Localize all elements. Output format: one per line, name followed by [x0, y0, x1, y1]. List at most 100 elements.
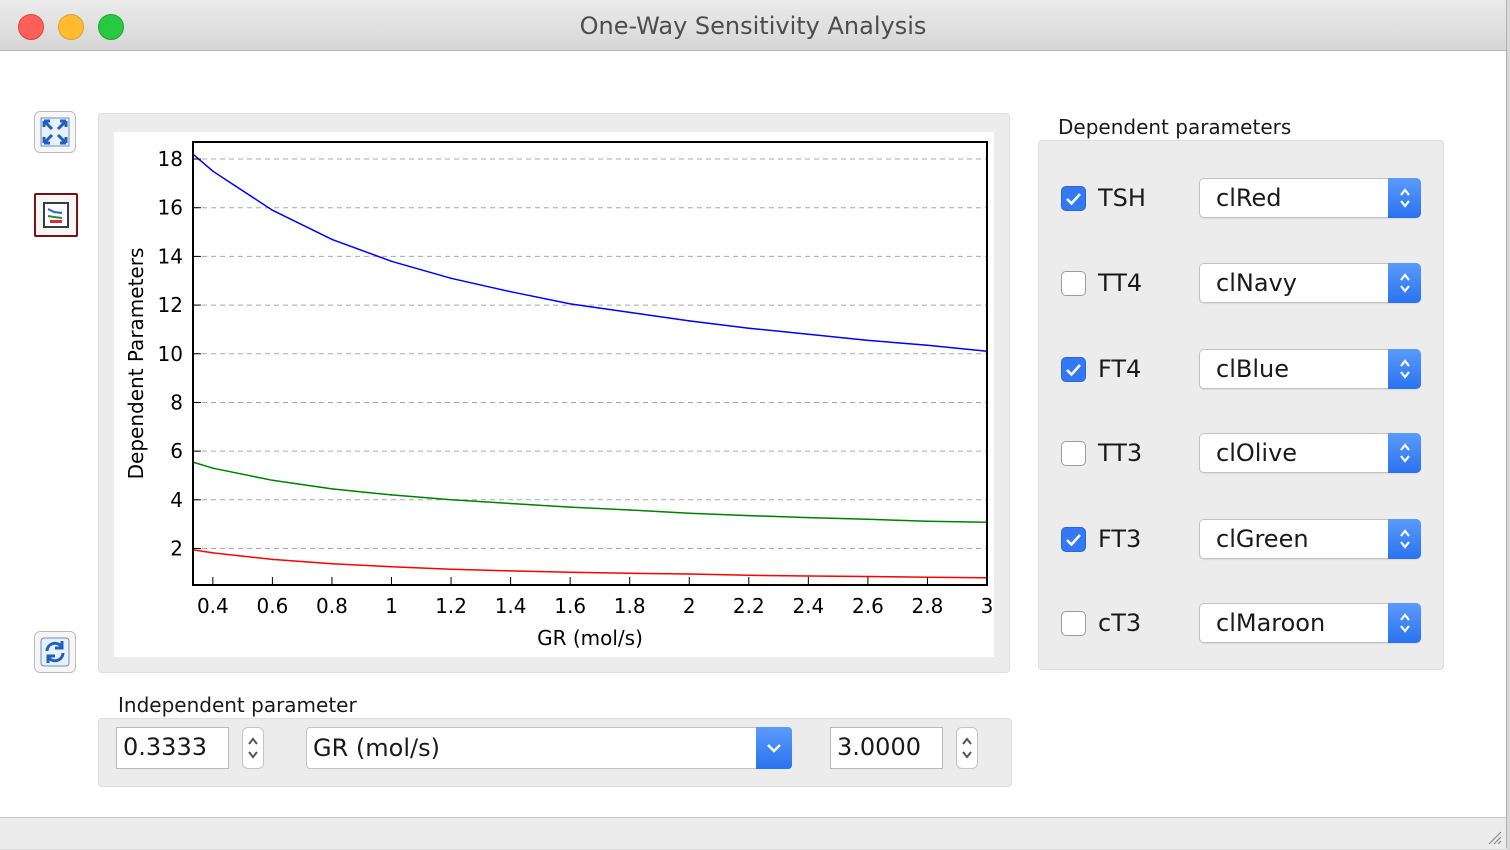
expand-chart-button[interactable]: [34, 111, 76, 153]
data-point: [271, 209, 274, 211]
checkmark-icon: [1066, 192, 1081, 205]
tt4-label: TT4: [1098, 269, 1143, 297]
x-tick-label: 2.6: [852, 594, 884, 618]
data-point: [331, 488, 333, 490]
y-tick-label: 16: [158, 196, 183, 220]
data-point: [331, 238, 333, 241]
data-point: [331, 563, 333, 565]
close-window-button[interactable]: [18, 14, 44, 40]
x-tick-label: 0.4: [197, 594, 229, 618]
data-point: [867, 339, 869, 342]
x-tick-label: 1.6: [554, 594, 586, 618]
y-tick-label: 10: [158, 342, 183, 366]
data-point: [807, 516, 810, 519]
tt3-label: TT3: [1098, 439, 1143, 467]
y-axis-label: Dependent Parameters: [124, 248, 148, 480]
independent-parameter-value: GR (mol/s): [313, 734, 440, 762]
checkmark-icon: [1066, 533, 1081, 546]
ft3-color-select[interactable]: clGreen: [1199, 519, 1421, 559]
min-value-stepper[interactable]: [242, 727, 264, 769]
checkmark-icon: [1066, 363, 1081, 376]
x-tick-label: 1.4: [495, 594, 527, 618]
title-bar: One-Way Sensitivity Analysis: [0, 0, 1506, 51]
data-point: [748, 514, 750, 517]
zoom-window-button[interactable]: [98, 14, 124, 40]
x-tick-label: 1.2: [435, 594, 467, 618]
ft4-color-select[interactable]: clBlue: [1199, 349, 1421, 389]
max-value-field[interactable]: 3.0000: [830, 727, 943, 769]
updown-chevron-icon: [1388, 519, 1421, 559]
updown-chevron-icon: [1388, 603, 1421, 643]
tt3-color-value: clOlive: [1216, 439, 1298, 467]
data-point: [212, 170, 214, 173]
chart-style-button[interactable]: [34, 193, 78, 237]
plot-frame: [192, 141, 988, 586]
updown-chevron-icon: [1388, 433, 1421, 473]
updown-chevron-icon: [1388, 349, 1421, 389]
min-value-field[interactable]: 0.3333: [116, 727, 229, 769]
refresh-button[interactable]: [34, 631, 76, 673]
dependent-row-ft3: FT3 clGreen: [1039, 519, 1443, 561]
tsh-color-select[interactable]: clRed: [1199, 178, 1421, 218]
data-point: [390, 494, 393, 496]
ft4-color-value: clBlue: [1216, 355, 1289, 383]
data-point: [926, 344, 929, 347]
updown-chevron-icon: [1388, 178, 1421, 218]
data-point: [450, 277, 452, 280]
dependent-parameters-label: Dependent parameters: [1058, 115, 1292, 139]
chevron-down-icon: [756, 727, 792, 769]
data-point: [271, 479, 274, 482]
x-axis-label: GR (mol/s): [537, 626, 643, 650]
tsh-checkbox[interactable]: [1061, 186, 1086, 211]
minimize-window-button[interactable]: [58, 14, 84, 40]
series-line-1: [192, 153, 988, 353]
independent-parameter-select[interactable]: GR (mol/s): [306, 727, 792, 769]
chart-area[interactable]: 2 4 6 8 10 12 14 16 18 0.4 0.6 0.8 1 1.2 1.4 1.6 1.8 2 2.…: [114, 132, 994, 657]
stepper-arrows-icon: [248, 737, 258, 759]
tsh-color-value: clRed: [1216, 184, 1282, 212]
data-point: [688, 512, 691, 514]
data-point: [212, 467, 214, 469]
y-tick-label: 2: [170, 536, 183, 560]
tt4-color-select[interactable]: clNavy: [1199, 263, 1421, 303]
max-value-stepper[interactable]: [956, 727, 978, 769]
data-point: [509, 570, 512, 572]
data-point: [390, 260, 393, 263]
ct3-checkbox[interactable]: [1061, 611, 1086, 636]
expand-arrows-icon: [40, 117, 70, 147]
ct3-color-value: clMaroon: [1216, 609, 1326, 637]
updown-chevron-icon: [1388, 263, 1421, 303]
ft3-label: FT3: [1098, 525, 1142, 553]
dependent-row-tt4: TT4 clNavy: [1039, 263, 1443, 305]
data-point: [628, 572, 631, 575]
data-point: [628, 311, 631, 314]
x-tick-label: 2.8: [912, 594, 944, 618]
chart-panel: 2 4 6 8 10 12 14 16 18 0.4 0.6 0.8 1 1.2 1.4 1.6 1.8 2 2.…: [98, 113, 1010, 673]
status-bar: [0, 817, 1506, 849]
chart-icon: [43, 202, 69, 228]
ft4-checkbox[interactable]: [1061, 357, 1086, 382]
data-point: [212, 552, 214, 554]
x-tick-label: 2: [683, 594, 696, 618]
tt3-color-select[interactable]: clOlive: [1199, 433, 1421, 473]
data-point: [926, 520, 929, 523]
data-point: [450, 499, 452, 501]
x-tick-label: 1: [385, 594, 398, 618]
data-point: [271, 558, 274, 561]
data-point: [807, 333, 810, 336]
series-line-3: [192, 548, 988, 579]
dependent-parameters-panel: TSH clRed TT4 clNavy FT4 clBlue: [1038, 140, 1444, 670]
x-tick-label: 1.8: [614, 594, 646, 618]
tt4-checkbox[interactable]: [1061, 271, 1086, 296]
data-point: [688, 320, 691, 322]
x-tick-label: 3: [981, 594, 994, 618]
ft3-checkbox[interactable]: [1061, 527, 1086, 552]
series-line-2: [192, 461, 988, 523]
x-tick-label: 0.6: [257, 594, 289, 618]
y-tick-label: 14: [158, 244, 183, 268]
tt3-checkbox[interactable]: [1061, 441, 1086, 466]
resize-grip-icon[interactable]: [1484, 827, 1502, 845]
ct3-color-select[interactable]: clMaroon: [1199, 603, 1421, 643]
data-point: [867, 575, 869, 578]
